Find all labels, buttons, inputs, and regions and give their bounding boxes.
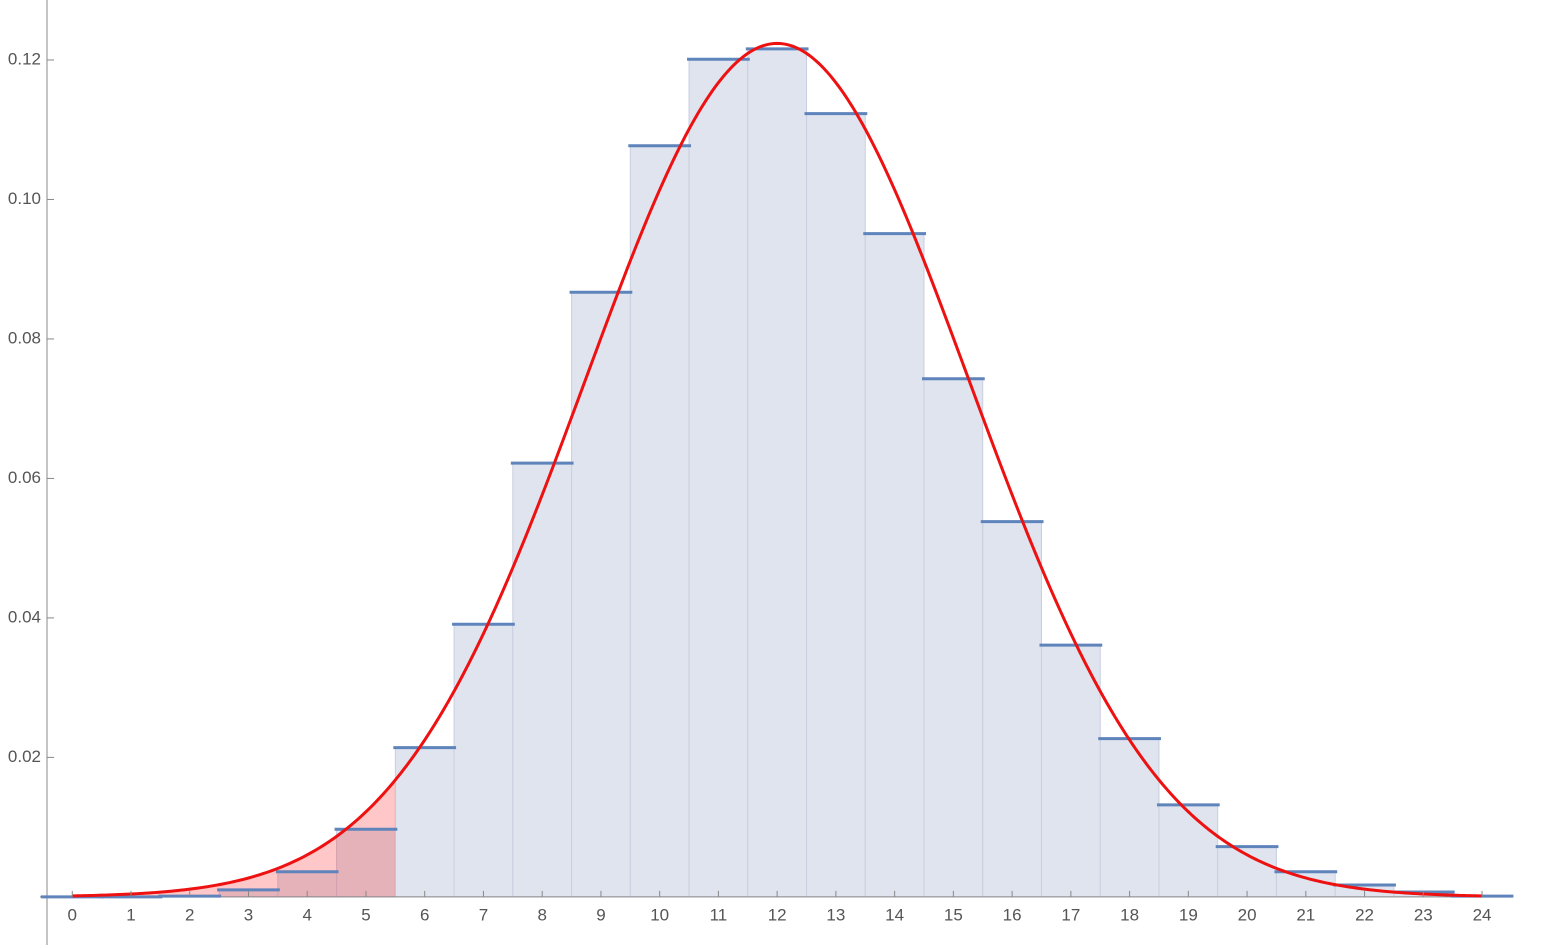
bar [629,145,690,898]
x-tick-label: 0 [68,905,77,924]
y-tick-label: 0.04 [8,607,41,626]
y-tick-label: 0.12 [8,49,41,68]
x-tick-label: 20 [1238,905,1257,924]
bar [806,113,866,898]
bar [1158,804,1219,898]
bar [688,58,749,898]
x-tick-label: 3 [244,905,253,924]
x-tick-label: 12 [768,905,787,924]
bar [453,623,514,898]
x-tick-label: 8 [537,905,546,924]
x-tick-label: 7 [479,905,488,924]
x-tick-label: 17 [1061,905,1080,924]
x-tick-label: 1 [126,905,135,924]
x-tick-label: 23 [1414,905,1433,924]
x-tick-label: 21 [1296,905,1315,924]
x-tick-label: 9 [596,905,605,924]
x-tick-label: 14 [885,905,904,924]
x-tick-label: 16 [1003,905,1022,924]
shaded-area [72,779,396,897]
bar [982,521,1042,898]
x-tick-label: 18 [1120,905,1139,924]
y-tick-label: 0.10 [8,189,41,208]
bar [571,291,631,898]
x-tick-label: 4 [302,905,311,924]
bar [1040,644,1101,898]
x-tick-label: 22 [1355,905,1374,924]
bar [1099,738,1160,898]
y-tick-label: 0.02 [8,747,41,766]
bar [394,747,455,898]
y-tick-label: 0.08 [8,328,41,347]
x-tick-label: 11 [710,905,728,924]
x-tick-label: 10 [650,905,669,924]
normal-curve [72,41,1483,898]
bar [864,233,925,898]
y-tick-label: 0.06 [8,468,41,487]
x-tick-label: 13 [826,905,845,924]
x-tick-label: 15 [944,905,963,924]
x-tick-label: 6 [420,905,429,924]
x-tick-label: 24 [1473,905,1492,924]
bar [512,462,573,898]
x-tick-label: 19 [1179,905,1198,924]
bar [747,48,808,898]
x-tick-label: 2 [185,905,194,924]
x-tick-label: 5 [361,905,370,924]
bar [923,378,984,898]
